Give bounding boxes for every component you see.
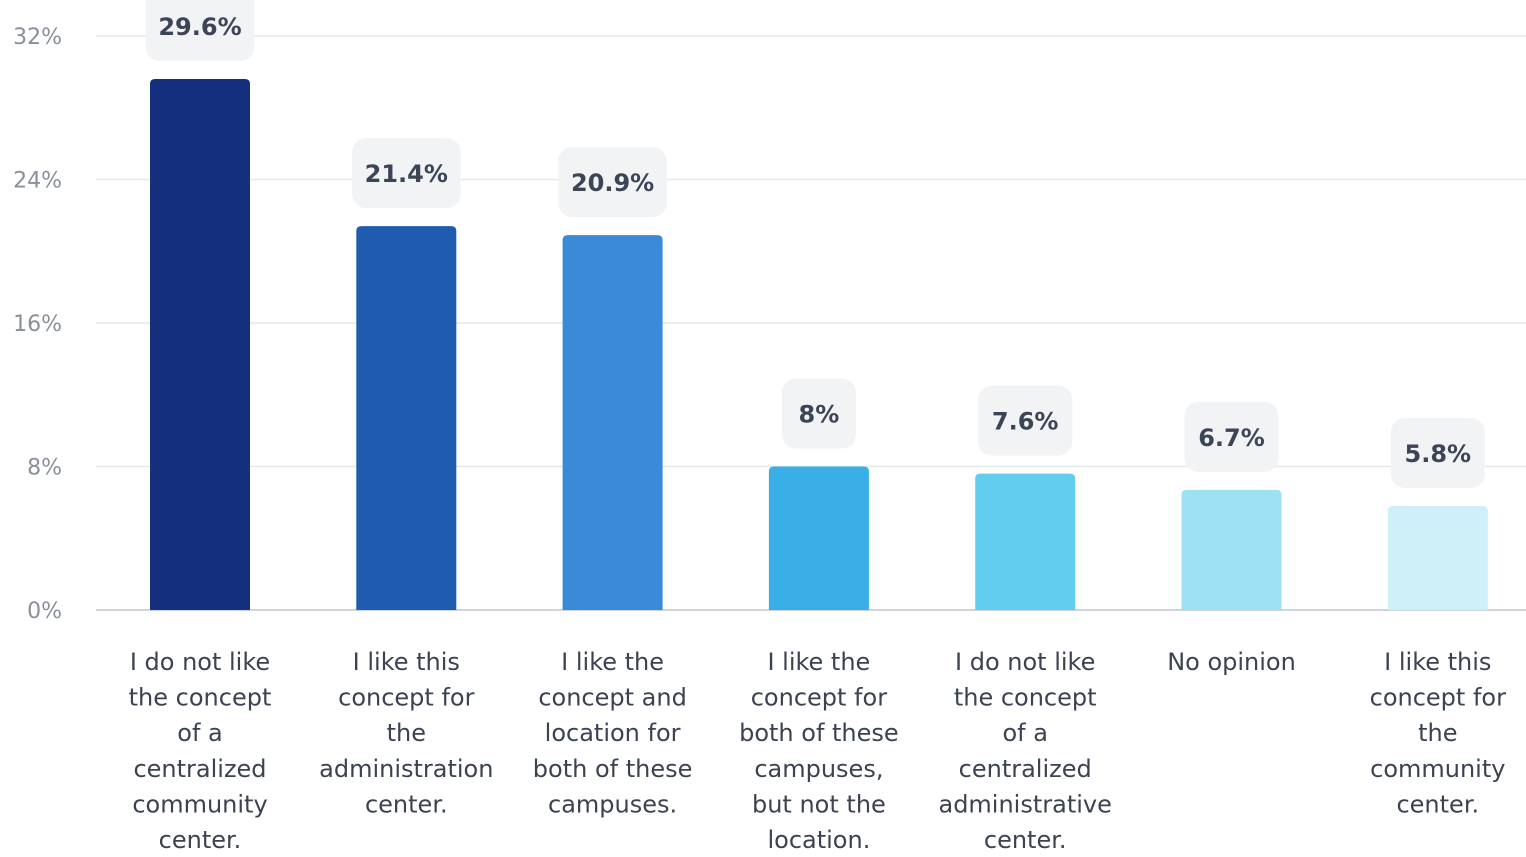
x-category-label-line: concept for [1370,684,1506,712]
data-label-box [781,378,856,449]
bar[interactable] [562,235,663,610]
data-label: 29.6% [158,13,241,41]
category-labels: I do not like the concept of a centralized c… [129,648,1506,854]
data-labels: 29.6% 21.4% 20.9% 8% 7.6% 6.7% 5.8% [145,0,1485,488]
x-category-label-line: both of these [533,755,693,783]
y-axis-ticks: 0% 8% 16% 24% 32% [13,25,62,624]
x-category-label-line: center. [365,790,448,818]
bar[interactable] [768,466,869,611]
x-category-label: I like this concept for the community center… [1370,648,1506,818]
x-category-label-line: community [132,790,267,818]
y-tick-label: 32% [13,25,62,50]
bar[interactable] [975,473,1076,610]
y-tick-label: 16% [13,312,62,337]
x-category-label-line: the concept [129,684,272,712]
x-category-label: I like the concept for both of these campus… [739,648,899,853]
x-category-label-line: I like this [1384,648,1491,676]
x-category-label-line: of a [177,719,222,747]
x-category-label-line: administration [319,755,493,783]
x-category-label-line: center. [984,826,1067,853]
x-category-label-line: I like the [767,648,870,676]
x-category-label-line: of a [1002,719,1047,747]
data-label-box [352,138,461,209]
data-label: 6.7% [1198,424,1265,452]
bars [150,79,1488,611]
x-category-label-line: administrative [938,790,1111,818]
x-category-label-line: I like this [353,648,460,676]
x-category-label-line: community [1370,755,1505,783]
bar[interactable] [1387,505,1488,610]
x-category-label: No opinion [1167,648,1296,676]
y-tick-label: 0% [27,599,62,624]
data-label: 8% [799,401,840,429]
data-label: 20.9% [571,169,654,197]
x-category-label-line: concept for [751,684,887,712]
x-category-label-line: I like the [561,648,664,676]
data-label: 21.4% [365,160,448,188]
x-category-label-line: I do not like [130,648,270,676]
x-category-label: I do not like the concept of a centralized c… [129,648,272,853]
data-label-box [558,147,667,218]
x-category-label-line: centralized [133,755,266,783]
x-category-label-line: the [387,719,426,747]
data-label: 5.8% [1405,440,1472,468]
data-label-box [1184,401,1279,472]
data-label-box [978,385,1073,456]
data-label: 7.6% [992,408,1059,436]
x-category-label-line: No opinion [1167,648,1296,676]
x-category-label-line: centralized [959,755,1092,783]
bar[interactable] [1181,489,1282,610]
bar[interactable] [150,79,250,611]
data-label-box [1390,417,1485,488]
x-category-label-line: campuses, [754,755,883,783]
x-category-label: I like this concept for the administration c… [319,648,493,818]
x-category-label-line: concept and [538,684,686,712]
data-label-box [145,0,255,62]
x-category-label-line: I do not like [955,648,1095,676]
x-category-label-line: both of these [739,719,899,747]
y-tick-label: 8% [27,456,62,481]
x-category-label-line: center. [1396,790,1479,818]
x-category-label: I do not like the concept of a centralized a… [938,648,1111,853]
x-category-label-line: the [1418,719,1457,747]
x-category-label-line: but not the [752,790,886,818]
x-category-label: I like the concept and location for both of… [533,648,693,818]
x-category-label-line: the concept [954,684,1097,712]
x-category-label-line: location for [545,719,681,747]
x-category-label-line: campuses. [548,790,677,818]
y-tick-label: 24% [13,169,62,194]
x-category-label-line: center. [159,826,242,853]
x-category-label-line: concept for [338,684,474,712]
x-category-label-line: location. [767,826,870,853]
bar[interactable] [356,226,457,610]
